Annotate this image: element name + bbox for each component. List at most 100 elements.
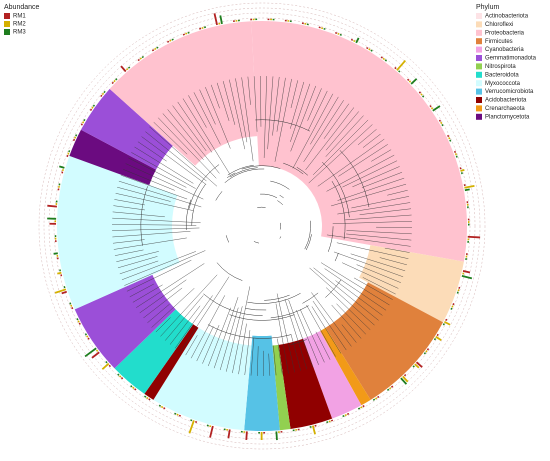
branch bbox=[279, 194, 284, 199]
branch bbox=[241, 77, 254, 162]
abundance-bar bbox=[344, 413, 347, 417]
clade-sector bbox=[359, 245, 464, 323]
branch bbox=[284, 299, 308, 370]
abundance-bar bbox=[156, 46, 159, 49]
abundance-bar bbox=[394, 66, 397, 70]
branch bbox=[344, 214, 412, 221]
branch bbox=[283, 162, 304, 175]
abundance-bar bbox=[59, 165, 65, 169]
abundance-bar bbox=[390, 385, 394, 388]
branch bbox=[165, 295, 204, 341]
abundance-bar bbox=[448, 137, 451, 140]
abundance-bar bbox=[137, 58, 140, 62]
legend-swatch bbox=[476, 71, 482, 78]
branch bbox=[128, 157, 187, 188]
branch bbox=[273, 345, 277, 376]
branch bbox=[112, 211, 165, 218]
abundance-bar bbox=[174, 412, 177, 415]
branch bbox=[215, 191, 223, 201]
abundance-bar bbox=[441, 123, 444, 127]
abundance-bar bbox=[442, 323, 445, 326]
branch bbox=[112, 231, 191, 238]
abundance-bar bbox=[105, 361, 108, 364]
branch bbox=[139, 279, 187, 314]
abundance-bar bbox=[77, 320, 80, 323]
branch bbox=[123, 169, 175, 191]
branch bbox=[335, 280, 383, 316]
abundance-bar bbox=[70, 304, 73, 307]
branch bbox=[205, 87, 231, 149]
branch bbox=[336, 242, 409, 259]
abundance-bar bbox=[410, 78, 418, 85]
abundance-bar bbox=[386, 388, 390, 391]
abundance-bar bbox=[433, 338, 437, 341]
branch bbox=[137, 141, 167, 162]
branch bbox=[361, 172, 403, 188]
ring bbox=[53, 17, 471, 435]
branch bbox=[305, 107, 355, 170]
branch bbox=[224, 168, 265, 183]
branch bbox=[387, 190, 408, 196]
legend-swatch bbox=[476, 38, 482, 45]
legend-label: RM1 bbox=[13, 14, 26, 20]
abundance-bar bbox=[171, 38, 174, 41]
branch bbox=[351, 196, 410, 209]
abundance-bar bbox=[120, 65, 127, 73]
branch bbox=[296, 309, 319, 365]
abundance-bar bbox=[146, 396, 149, 400]
branch bbox=[356, 264, 401, 283]
branch bbox=[208, 307, 231, 367]
branch bbox=[226, 306, 243, 372]
branch bbox=[216, 262, 243, 281]
abundance-bar bbox=[430, 107, 434, 110]
branch bbox=[277, 338, 283, 375]
clade-sector bbox=[80, 88, 173, 170]
abundance-bar bbox=[103, 90, 106, 94]
abundance-bar bbox=[429, 105, 432, 108]
branch bbox=[331, 181, 346, 240]
legend-swatch bbox=[4, 13, 10, 19]
abundance-bar bbox=[435, 335, 442, 341]
abundance-bar bbox=[92, 104, 96, 107]
abundance-bar bbox=[154, 47, 157, 51]
branch bbox=[160, 274, 218, 337]
branch bbox=[227, 164, 254, 176]
branch bbox=[257, 206, 266, 208]
branch bbox=[174, 295, 213, 349]
branch bbox=[177, 101, 213, 153]
branch bbox=[311, 306, 342, 354]
legend-label: Planctomycetota bbox=[485, 114, 530, 120]
abundance-bar bbox=[374, 397, 378, 400]
abundance-bar bbox=[127, 66, 131, 69]
branch bbox=[333, 251, 404, 277]
abundance-bar bbox=[213, 13, 218, 26]
abundance-bar bbox=[366, 46, 369, 50]
abundance-bar bbox=[451, 305, 454, 308]
legend-label: RM2 bbox=[13, 22, 26, 28]
branch bbox=[334, 252, 339, 262]
abundance-bar bbox=[420, 93, 423, 96]
branch bbox=[126, 259, 192, 292]
branch bbox=[307, 90, 328, 131]
clade-sector bbox=[272, 344, 291, 431]
abundance-bar bbox=[83, 118, 86, 122]
legend-label: Verrucomicrobiota bbox=[485, 89, 534, 95]
legend-label: Crenarchaeota bbox=[485, 106, 525, 112]
abundance-bar bbox=[382, 57, 385, 61]
abundance-bar bbox=[402, 375, 409, 383]
abundance-bar bbox=[76, 318, 79, 321]
branch bbox=[241, 165, 281, 170]
branch bbox=[305, 234, 312, 251]
branch bbox=[306, 304, 336, 357]
abundance-bar bbox=[426, 348, 430, 351]
branch bbox=[134, 146, 194, 184]
abundance-bar bbox=[134, 388, 137, 391]
legend-label: Myxococcota bbox=[485, 81, 521, 87]
abundance-bar bbox=[464, 188, 470, 192]
branch bbox=[147, 303, 170, 323]
branch bbox=[350, 253, 406, 272]
branch bbox=[353, 277, 393, 300]
abundance-bar bbox=[126, 68, 129, 71]
branch bbox=[112, 239, 145, 244]
branch bbox=[250, 338, 254, 376]
